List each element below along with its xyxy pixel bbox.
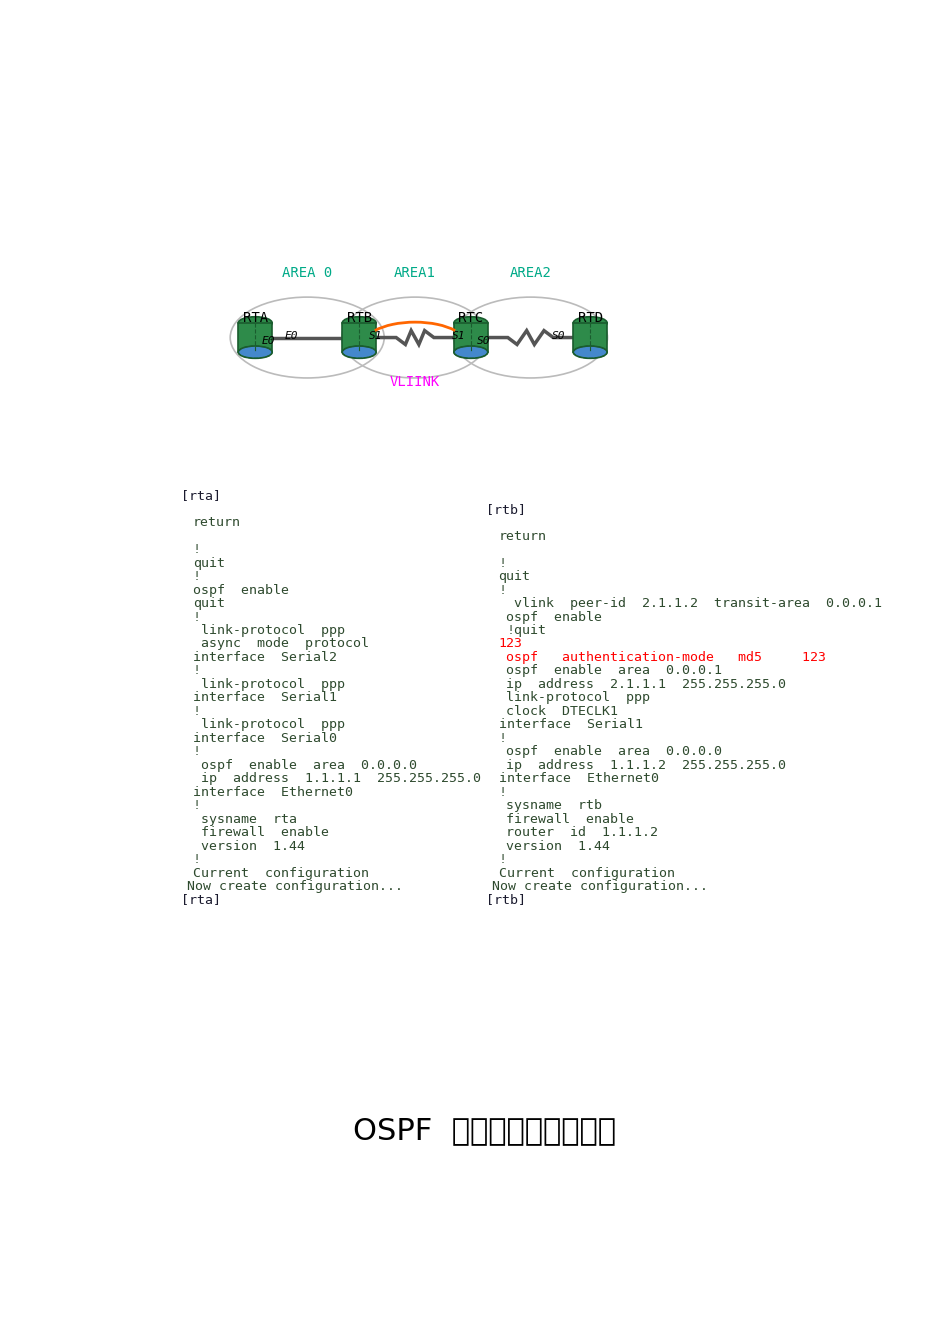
Text: ospf  enable  area  0.0.0.0: ospf enable area 0.0.0.0 [506, 745, 721, 758]
Text: router  id  1.1.1.2: router id 1.1.1.2 [506, 826, 658, 840]
Text: !: ! [193, 570, 201, 583]
Text: quit: quit [193, 556, 225, 570]
Text: S1: S1 [451, 332, 464, 341]
Ellipse shape [453, 346, 487, 358]
Text: Now create configuration...: Now create configuration... [187, 880, 402, 893]
Text: !: ! [193, 611, 201, 623]
Text: sysname  rtb: sysname rtb [506, 800, 601, 812]
Text: Now create configuration...: Now create configuration... [492, 880, 708, 893]
Text: E0: E0 [261, 336, 275, 346]
Text: !: ! [498, 786, 506, 798]
Text: !: ! [193, 853, 201, 866]
Text: [rta]: [rta] [180, 893, 220, 906]
Bar [238, 324, 272, 352]
Text: AREA1: AREA1 [394, 266, 435, 279]
Text: RTC: RTC [458, 310, 483, 325]
Ellipse shape [238, 346, 272, 358]
Text: interface  Serial1: interface Serial1 [193, 691, 336, 705]
Text: !quit: !quit [506, 624, 546, 636]
Text: link-protocol  ppp: link-protocol ppp [506, 691, 649, 705]
Text: ip  address  1.1.1.1  255.255.255.0: ip address 1.1.1.1 255.255.255.0 [200, 773, 480, 785]
Text: !: ! [193, 745, 201, 758]
Ellipse shape [453, 317, 487, 329]
Text: interface  Serial0: interface Serial0 [193, 731, 336, 745]
Text: ospf  enable  area  0.0.0.1: ospf enable area 0.0.0.1 [506, 664, 721, 678]
Text: quit: quit [498, 570, 530, 583]
Text: ospf   authentication-mode   md5     123: ospf authentication-mode md5 123 [506, 651, 825, 664]
Text: ospf  enable: ospf enable [193, 583, 289, 596]
Text: !: ! [193, 800, 201, 812]
Text: RTA: RTA [243, 310, 267, 325]
Text: vlink  peer-id  2.1.1.2  transit-area  0.0.0.1: vlink peer-id 2.1.1.2 transit-area 0.0.0… [514, 598, 881, 610]
Text: link-protocol  ppp: link-protocol ppp [200, 678, 345, 691]
Bar [573, 324, 606, 352]
Text: ospf  enable  area  0.0.0.0: ospf enable area 0.0.0.0 [200, 758, 416, 771]
Text: return: return [193, 516, 241, 529]
Text: RTB: RTB [346, 310, 371, 325]
Text: S1: S1 [368, 332, 381, 341]
Ellipse shape [342, 317, 376, 329]
Text: VLIINK: VLIINK [390, 374, 440, 389]
Text: Current  configuration: Current configuration [193, 866, 368, 880]
Text: !: ! [498, 853, 506, 866]
Text: interface  Serial2: interface Serial2 [193, 651, 336, 664]
Text: interface  Ethernet0: interface Ethernet0 [498, 773, 658, 785]
Text: ospf  enable: ospf enable [506, 611, 601, 623]
Text: clock  DTECLK1: clock DTECLK1 [506, 705, 617, 718]
Text: Current  configuration: Current configuration [498, 866, 674, 880]
Text: 123: 123 [498, 638, 522, 651]
Text: quit: quit [193, 598, 225, 610]
Text: ip  address  2.1.1.1  255.255.255.0: ip address 2.1.1.1 255.255.255.0 [506, 678, 785, 691]
Bar [342, 324, 376, 352]
Text: !: ! [498, 731, 506, 745]
Text: sysname  rta: sysname rta [200, 813, 296, 826]
Text: !: ! [193, 543, 201, 556]
Ellipse shape [573, 317, 606, 329]
Text: !: ! [193, 664, 201, 678]
Text: interface  Ethernet0: interface Ethernet0 [193, 786, 352, 798]
Text: link-protocol  ppp: link-protocol ppp [200, 718, 345, 731]
Text: interface  Serial1: interface Serial1 [498, 718, 642, 731]
Text: !: ! [498, 583, 506, 596]
Text: AREA2: AREA2 [509, 266, 551, 279]
Bar [453, 324, 487, 352]
Text: OSPF  多区域验证、虚链路: OSPF 多区域验证、虚链路 [352, 1115, 615, 1144]
Text: E0: E0 [285, 332, 298, 341]
Text: [rta]: [rta] [180, 489, 220, 503]
Text: [rtb]: [rtb] [486, 893, 526, 906]
Text: AREA 0: AREA 0 [282, 266, 332, 279]
Ellipse shape [238, 317, 272, 329]
Text: return: return [498, 529, 546, 543]
Text: ip  address  1.1.1.2  255.255.255.0: ip address 1.1.1.2 255.255.255.0 [506, 758, 785, 771]
Text: version  1.44: version 1.44 [506, 840, 610, 853]
Text: async  mode  protocol: async mode protocol [200, 638, 368, 651]
Text: S0: S0 [477, 336, 490, 346]
Text: RTD: RTD [577, 310, 602, 325]
Text: version  1.44: version 1.44 [200, 840, 304, 853]
Ellipse shape [342, 346, 376, 358]
Text: S0: S0 [551, 332, 565, 341]
Text: !: ! [193, 705, 201, 718]
Text: firewall  enable: firewall enable [506, 813, 633, 826]
Text: !: ! [498, 556, 506, 570]
Text: [rtb]: [rtb] [486, 503, 526, 516]
Ellipse shape [573, 346, 606, 358]
Text: firewall  enable: firewall enable [200, 826, 329, 840]
Text: link-protocol  ppp: link-protocol ppp [200, 624, 345, 636]
